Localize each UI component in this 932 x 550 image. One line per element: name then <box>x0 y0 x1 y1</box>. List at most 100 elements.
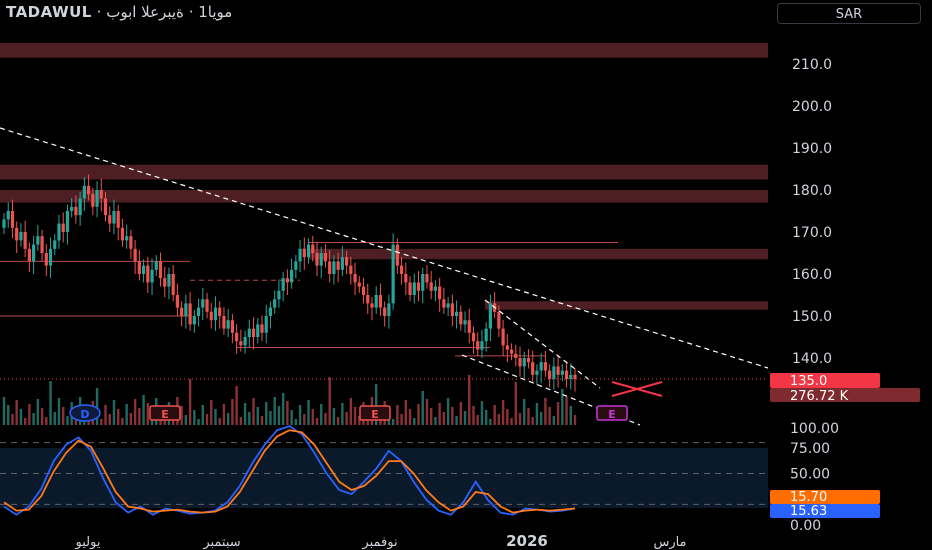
candle-body[interactable] <box>349 265 353 274</box>
candle-body[interactable] <box>57 223 61 241</box>
candle-body[interactable] <box>290 269 294 283</box>
candle-body[interactable] <box>509 349 514 354</box>
candle-body[interactable] <box>171 274 175 295</box>
candle-body[interactable] <box>163 278 167 287</box>
candle-body[interactable] <box>450 303 454 316</box>
candle-body[interactable] <box>319 253 323 266</box>
candle-body[interactable] <box>543 362 547 371</box>
event-marker[interactable]: E <box>596 405 628 421</box>
candle-body[interactable] <box>133 248 137 262</box>
candle-body[interactable] <box>514 353 518 358</box>
candle-body[interactable] <box>408 282 412 295</box>
candle-body[interactable] <box>108 215 112 224</box>
candle-body[interactable] <box>438 286 442 300</box>
candle-body[interactable] <box>383 307 387 316</box>
candle-body[interactable] <box>552 366 556 379</box>
candle-body[interactable] <box>112 211 116 224</box>
candle-body[interactable] <box>302 248 306 258</box>
candle-body[interactable] <box>65 211 70 232</box>
candle-body[interactable] <box>285 278 289 283</box>
dividend-marker-shape[interactable] <box>69 404 101 422</box>
stochastic-k-line[interactable] <box>3 425 576 516</box>
candle-body[interactable] <box>201 299 205 308</box>
candle-body[interactable] <box>19 232 23 241</box>
candle-body[interactable] <box>345 257 349 266</box>
candle-body[interactable] <box>15 227 19 241</box>
trendline-channel[interactable] <box>484 299 601 389</box>
candle-body[interactable] <box>218 307 222 316</box>
event-marker[interactable]: D <box>69 404 101 422</box>
candle-body[interactable] <box>315 253 319 266</box>
candle-body[interactable] <box>44 253 48 266</box>
candle-body[interactable] <box>488 303 493 329</box>
candle-body[interactable] <box>251 328 256 337</box>
candle-body[interactable] <box>294 261 298 270</box>
candle-body[interactable] <box>539 362 543 371</box>
candle-body[interactable] <box>531 362 535 375</box>
candle-body[interactable] <box>471 332 476 342</box>
candle-body[interactable] <box>399 265 404 274</box>
candle-body[interactable] <box>454 311 459 316</box>
candle-body[interactable] <box>421 274 425 291</box>
candle-body[interactable] <box>328 261 332 274</box>
candle-body[interactable] <box>70 206 74 211</box>
earnings-marker-shape[interactable] <box>149 405 181 421</box>
candle-body[interactable] <box>476 341 480 350</box>
candle-body[interactable] <box>298 248 302 262</box>
candle-body[interactable] <box>150 269 154 283</box>
candle-body[interactable] <box>213 307 218 321</box>
candle-body[interactable] <box>378 295 383 308</box>
trendline-lower[interactable] <box>461 354 641 426</box>
candle-body[interactable] <box>40 236 44 253</box>
candle-body[interactable] <box>273 299 277 308</box>
candle-body[interactable] <box>429 282 433 291</box>
candle-body[interactable] <box>522 358 526 367</box>
candle-body[interactable] <box>129 236 133 249</box>
candle-body[interactable] <box>370 303 374 308</box>
currency-button[interactable]: SAR <box>777 3 921 24</box>
candle-body[interactable] <box>395 244 399 266</box>
trendline-upper[interactable] <box>0 127 769 369</box>
candle-body[interactable] <box>235 332 239 342</box>
candle-body[interactable] <box>116 211 120 228</box>
candle-body[interactable] <box>480 341 484 350</box>
candle-body[interactable] <box>256 324 260 337</box>
candle-body[interactable] <box>467 320 471 333</box>
candle-body[interactable] <box>175 295 180 308</box>
candle-body[interactable] <box>336 261 340 270</box>
candle-body[interactable] <box>180 307 184 316</box>
candle-body[interactable] <box>268 307 273 316</box>
candle-body[interactable] <box>332 261 336 274</box>
candle-body[interactable] <box>120 227 125 241</box>
candle-body[interactable] <box>36 236 40 245</box>
target-cross-line[interactable] <box>611 381 663 397</box>
candle-body[interactable] <box>501 328 505 346</box>
candle-body[interactable] <box>196 307 201 316</box>
candle-body[interactable] <box>340 257 344 270</box>
candle-body[interactable] <box>158 261 163 279</box>
candle-body[interactable] <box>99 190 103 199</box>
candle-body[interactable] <box>505 345 509 350</box>
stochastic-d-line[interactable] <box>3 429 576 514</box>
candle-body[interactable] <box>353 274 357 283</box>
candle-body[interactable] <box>2 219 6 228</box>
candle-body[interactable] <box>141 265 146 274</box>
candle-body[interactable] <box>146 265 150 283</box>
candle-body[interactable] <box>188 303 192 325</box>
candle-body[interactable] <box>78 198 82 216</box>
candle-body[interactable] <box>374 295 378 308</box>
candle-body[interactable] <box>366 295 370 304</box>
candle-body[interactable] <box>6 211 10 220</box>
candle-body[interactable] <box>306 244 311 258</box>
event-marker[interactable]: E <box>149 405 181 421</box>
candle-body[interactable] <box>442 299 446 308</box>
candle-body[interactable] <box>416 282 421 291</box>
candle-body[interactable] <box>209 311 213 321</box>
candle-body[interactable] <box>222 316 226 329</box>
candle-body[interactable] <box>74 206 78 216</box>
candle-body[interactable] <box>357 282 361 287</box>
candle-body[interactable] <box>53 240 57 249</box>
candle-body[interactable] <box>535 370 539 375</box>
candle-body[interactable] <box>23 232 27 249</box>
